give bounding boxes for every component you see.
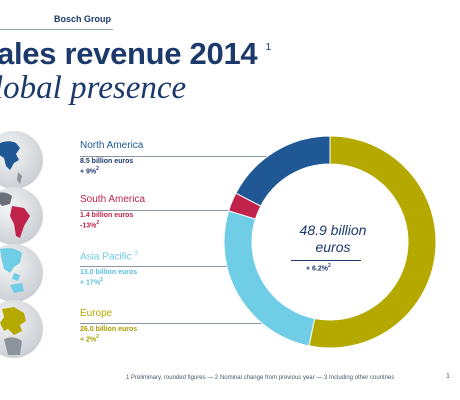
- region-change-text: + 9%: [80, 168, 97, 176]
- region-change: + 2%2: [80, 334, 137, 343]
- region-asia-pacific: Asia Pacific 3 13.0 billion euros + 17%2: [80, 251, 138, 287]
- region-revenue: 13.0 billion euros: [80, 269, 138, 277]
- region-revenue: 26.0 billion euros: [80, 326, 138, 333]
- region-change-text: -13%: [80, 222, 97, 230]
- brand-name: Bosch Group: [54, 14, 112, 24]
- leader-line-north-america: [80, 156, 290, 157]
- globe-south-america-icon: [0, 187, 43, 245]
- region-revenue: 1.4 billion euros: [80, 212, 134, 219]
- brand-divider: [0, 29, 113, 30]
- region-north-america: North America 8.5 billion euros + 9%2: [80, 140, 143, 175]
- total-change-text: + 6.2%: [306, 265, 328, 273]
- region-change: + 9%2: [80, 166, 143, 175]
- change-footnote-mark: 2: [100, 277, 103, 284]
- globe-north-america-icon: [0, 131, 43, 189]
- total-change: + 6.2%2: [306, 263, 331, 272]
- region-south-america: South America 1.4 billion euros -13%2: [80, 194, 145, 229]
- page-mark: 1: [446, 373, 450, 380]
- region-name-text: North America: [80, 140, 144, 151]
- globe-asia-pacific-icon: [0, 244, 43, 302]
- leader-line-south-america: [80, 210, 240, 211]
- revenue-donut-chart: [223, 135, 437, 349]
- region-revenue: 8.5 billion euros: [80, 158, 134, 165]
- region-europe: Europe 26.0 billion euros + 2%2: [80, 308, 137, 343]
- leader-line-asia-pacific: [80, 266, 246, 267]
- change-footnote-mark: 2: [96, 166, 99, 172]
- region-name-text: South America: [80, 194, 146, 205]
- slice-north-america: [235, 135, 331, 207]
- region-change: + 17%2: [80, 277, 138, 286]
- total-revenue: 48.9 billion euros: [299, 222, 367, 255]
- title-footnote-mark: 1: [265, 42, 272, 53]
- region-change-text: + 2%: [80, 336, 97, 344]
- change-footnote-mark: 2: [96, 220, 100, 226]
- change-footnote-mark: 2: [328, 263, 331, 269]
- page-title: ales revenue 2014 1: [0, 36, 271, 72]
- region-name-text: Europe: [80, 308, 113, 319]
- change-footnote-mark: 2: [96, 334, 99, 340]
- region-footnote-mark: 3: [134, 251, 138, 257]
- region-name-text: Asia Pacific: [80, 251, 132, 263]
- region-change: -13%2: [80, 220, 145, 229]
- total-divider: [291, 260, 361, 261]
- leader-line-europe: [80, 323, 362, 324]
- page-title-text: ales revenue 2014: [0, 36, 258, 71]
- region-name: South America: [80, 194, 145, 205]
- globe-europe-icon: [0, 300, 43, 358]
- slice-europe: [308, 135, 437, 349]
- footnote: 1 Preliminary, rounded figures — 2 Nomin…: [126, 375, 395, 381]
- page-subtitle: lobal presence: [0, 70, 187, 106]
- region-change-text: + 17%: [80, 279, 101, 287]
- region-name: North America: [80, 140, 143, 151]
- region-name: Europe: [80, 308, 137, 319]
- region-name: Asia Pacific 3: [80, 251, 138, 262]
